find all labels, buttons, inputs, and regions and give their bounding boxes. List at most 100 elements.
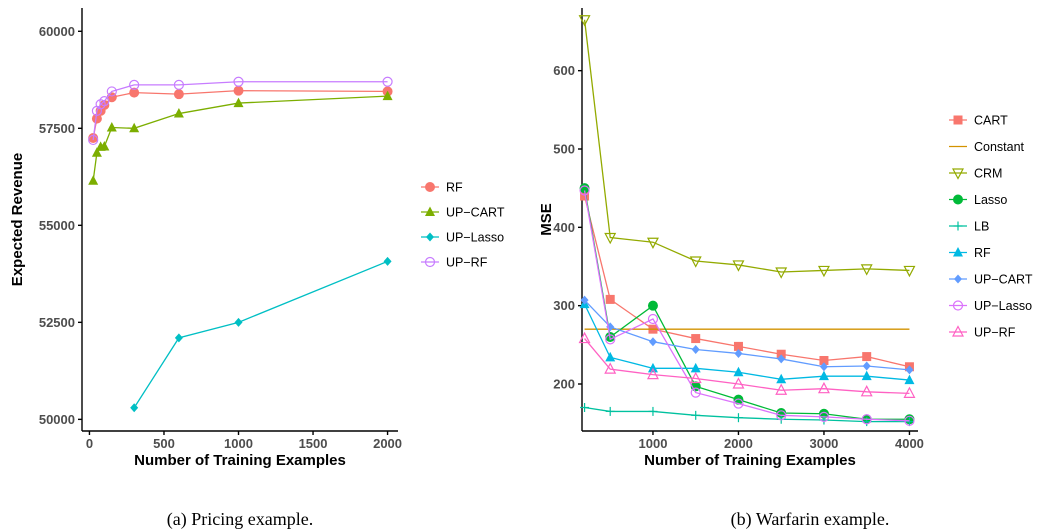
x-tick-label: 0 — [86, 436, 93, 451]
legend-swatch-marker — [952, 168, 964, 180]
data-point — [106, 86, 117, 97]
data-point — [862, 352, 872, 362]
legend-label: Constant — [974, 140, 1025, 154]
chart-warfarin: 1000 2000 3000 4000 200 300 400 500 600 Number of… — [538, 8, 1033, 530]
data-point — [903, 265, 916, 278]
data-point — [173, 108, 184, 118]
data-point — [734, 348, 743, 358]
data-point — [646, 237, 659, 250]
data-point — [819, 356, 829, 365]
data-point — [904, 415, 915, 426]
series-up-rf — [578, 331, 916, 398]
data-point — [733, 341, 743, 351]
data-point — [580, 295, 589, 305]
data-point — [818, 411, 830, 422]
data-point — [99, 96, 110, 107]
x-tick-label: 3000 — [809, 436, 838, 451]
y-tick-label: 55000 — [39, 218, 75, 233]
data-point — [129, 87, 140, 98]
data-point — [903, 386, 916, 398]
legend-swatch-marker — [425, 182, 435, 192]
data-point — [234, 317, 243, 327]
y-tick-label: 50000 — [39, 412, 75, 427]
legend-label: CRM — [974, 167, 1002, 181]
data-point — [776, 410, 787, 421]
chart-pricing: 0 500 1000 1500 2000 50000 52500 55000 57500 6000… — [9, 8, 505, 530]
data-point — [733, 413, 743, 423]
y-tick-label: 500 — [553, 142, 575, 157]
data-point — [819, 362, 828, 372]
series-cart — [580, 191, 914, 372]
data-point — [690, 387, 701, 398]
data-point — [862, 361, 871, 371]
legend-label: UP−RF — [974, 326, 1016, 340]
data-point — [647, 313, 659, 325]
x-axis-label: Number of Training Examples — [134, 452, 346, 469]
legend-swatch-marker — [953, 115, 963, 125]
y-tick-label: 200 — [553, 377, 575, 392]
data-point — [817, 381, 830, 394]
x-tick-label: 2000 — [373, 436, 402, 451]
data-point — [648, 337, 657, 347]
x-axis-label: Number of Training Examples — [644, 452, 856, 469]
series-crm — [578, 15, 916, 279]
legend-label: UP−CART — [446, 206, 505, 220]
data-point — [777, 354, 786, 364]
legend-label: UP−CART — [974, 273, 1033, 287]
y-tick-label: 52500 — [39, 315, 75, 330]
data-point — [233, 85, 244, 96]
legend-label: UP−RF — [446, 256, 488, 270]
legend-label: RF — [974, 246, 991, 260]
legend-entry: UP−Lasso — [421, 231, 504, 245]
data-point — [860, 264, 873, 276]
data-point — [776, 373, 787, 384]
legend-swatch-marker — [953, 247, 963, 257]
series-line — [584, 338, 910, 395]
data-point — [689, 256, 702, 268]
data-point — [776, 349, 786, 359]
data-point — [818, 370, 829, 381]
data-point — [732, 377, 745, 389]
y-tick-label: 600 — [553, 63, 575, 78]
data-point — [578, 15, 591, 27]
legend-entry: UP−CART — [421, 206, 505, 220]
legend-entry: UP−Lasso — [949, 299, 1032, 313]
legend-entry: LB — [949, 220, 989, 234]
legend-swatch-marker — [425, 206, 435, 216]
series-line — [583, 19, 910, 273]
legend-entry: CRM — [949, 167, 1002, 181]
caption: (a) Pricing example. — [167, 509, 313, 530]
series-lasso — [579, 183, 915, 425]
data-point — [382, 90, 393, 101]
legend-label: CART — [974, 114, 1008, 128]
data-point — [689, 371, 702, 384]
data-point — [732, 260, 745, 272]
legend-entry: Lasso — [949, 193, 1007, 207]
data-point — [690, 362, 701, 373]
data-point — [605, 406, 615, 416]
legend-swatch-marker — [424, 256, 436, 268]
series-rf — [88, 85, 393, 144]
data-point — [860, 385, 873, 397]
data-point — [91, 147, 102, 157]
legend-entry: UP−RF — [421, 256, 488, 270]
y-tick-label: 57500 — [39, 121, 75, 136]
data-point — [99, 141, 110, 151]
data-point — [647, 362, 658, 373]
series-line — [584, 299, 910, 371]
data-point — [88, 175, 99, 185]
data-point — [129, 122, 140, 133]
data-point — [861, 370, 872, 381]
series-line — [583, 190, 910, 422]
data-point — [646, 367, 659, 380]
data-point — [106, 122, 117, 132]
series-up-cart — [88, 90, 393, 185]
legend-entry: Constant — [949, 140, 1025, 154]
series-line — [583, 195, 910, 368]
x-tick-label: 4000 — [895, 436, 924, 451]
data-point — [904, 417, 914, 427]
series-up-lasso — [579, 185, 915, 426]
series-line — [92, 95, 388, 181]
legend-swatch-marker — [954, 274, 962, 284]
data-point — [905, 365, 914, 375]
